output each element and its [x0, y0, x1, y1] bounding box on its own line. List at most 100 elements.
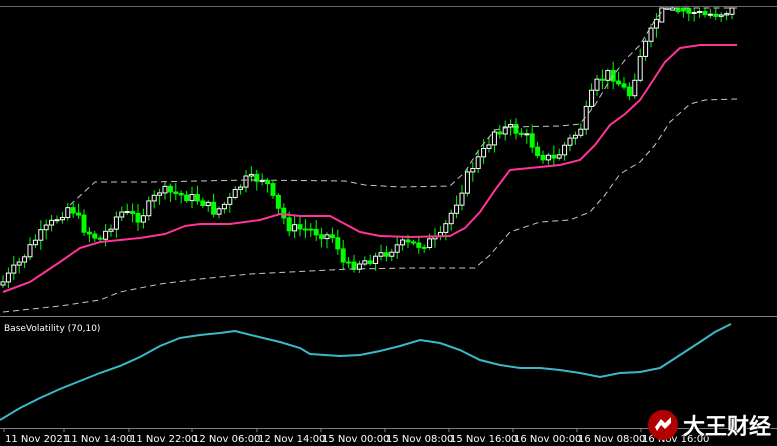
candle-body [367, 260, 373, 265]
time-axis-label: 16 Nov 08:00 [578, 434, 645, 445]
time-axis-label: 15 Nov 16:00 [450, 434, 517, 445]
candle-body [216, 208, 222, 215]
candle-body [22, 256, 28, 263]
candle-body [130, 211, 136, 214]
candle-body [416, 242, 422, 248]
candle-body [578, 128, 584, 136]
candle-body [697, 10, 703, 13]
candle-body [513, 124, 519, 134]
candle-body [97, 237, 103, 240]
watermark-emblem-icon [647, 410, 678, 440]
candle-body [648, 27, 654, 42]
candle-body [626, 86, 632, 97]
candle-body [254, 173, 260, 182]
candle-body [140, 215, 146, 223]
candle-body [324, 234, 330, 240]
time-axis-label: 11 Nov 22:00 [130, 434, 197, 445]
candle-body [340, 248, 346, 263]
candle-body [551, 154, 557, 159]
candles-group [0, 6, 735, 288]
lower-volatility-band [2, 98, 738, 313]
candle-body [589, 89, 595, 107]
candle-body [459, 192, 465, 206]
candle-body [308, 228, 314, 231]
candle-body [248, 173, 254, 177]
candle-body [275, 194, 281, 209]
candle-body [54, 219, 60, 222]
candle-body [383, 252, 389, 257]
candle-body [0, 281, 6, 286]
candle-body [38, 229, 44, 241]
candle-body [70, 207, 76, 214]
price-pane[interactable] [0, 6, 777, 313]
candle-body [302, 228, 308, 231]
candle-body [394, 244, 400, 253]
candle-body [729, 7, 735, 15]
candle-body [524, 133, 530, 136]
candle-body [529, 133, 535, 148]
candle-body [686, 8, 692, 14]
candle-body [335, 237, 341, 250]
candle-body [103, 230, 109, 240]
candle-body [637, 55, 643, 81]
candle-body [572, 134, 578, 139]
candle-body [167, 185, 173, 193]
candle-body [718, 14, 724, 17]
candle-body [119, 211, 125, 218]
time-axis-label: 15 Nov 08:00 [386, 434, 453, 445]
candle-body [707, 13, 713, 16]
candle-body [108, 228, 114, 232]
candle-body [454, 204, 460, 214]
candle-body [556, 154, 562, 159]
candle-body [621, 83, 627, 88]
candle-body [659, 7, 665, 23]
time-axis-label: 16 Nov 16:00 [642, 434, 709, 445]
candle-body [400, 239, 406, 246]
candle-body [502, 126, 508, 135]
candle-body [691, 11, 697, 14]
candle-body [189, 194, 195, 202]
candle-body [421, 246, 427, 249]
candle-body [702, 10, 708, 16]
candle-body [567, 137, 573, 146]
time-axis-label: 15 Nov 00:00 [322, 434, 389, 445]
time-axis-label: 16 Nov 00:00 [514, 434, 581, 445]
candle-body [605, 70, 611, 81]
candle-body [32, 239, 38, 246]
candle-body [616, 80, 622, 85]
candle-body [270, 183, 276, 196]
candle-body [713, 13, 719, 17]
indicator-pane[interactable]: BaseVolatility (70,10) [0, 323, 732, 421]
candle-body [583, 105, 589, 130]
candle-body [443, 223, 449, 233]
candle-body [351, 261, 357, 270]
candle-body [475, 156, 481, 170]
candle-body [464, 171, 470, 194]
candle-body [113, 216, 119, 230]
time-axis-label: 11 Nov 2021 [5, 434, 69, 445]
candle-body [508, 124, 514, 128]
candle-body [65, 207, 71, 218]
candle-body [151, 194, 157, 202]
candle-body [540, 154, 546, 161]
candle-body [162, 185, 168, 194]
candle-body [410, 241, 416, 244]
indicator-label: BaseVolatility (70,10) [4, 324, 100, 334]
candle-body [518, 132, 524, 135]
time-axis-label: 12 Nov 06:00 [193, 434, 260, 445]
candle-body [194, 194, 200, 202]
candle-body [535, 146, 541, 156]
candle-body [81, 214, 87, 233]
candle-body [211, 201, 217, 215]
candle-body [362, 260, 368, 265]
candle-body [675, 7, 681, 13]
candle-body [292, 224, 298, 232]
candle-body [232, 188, 238, 198]
candle-body [286, 217, 292, 232]
candle-body [157, 192, 163, 196]
upper-volatility-band [69, 7, 737, 206]
candle-body [11, 264, 17, 274]
